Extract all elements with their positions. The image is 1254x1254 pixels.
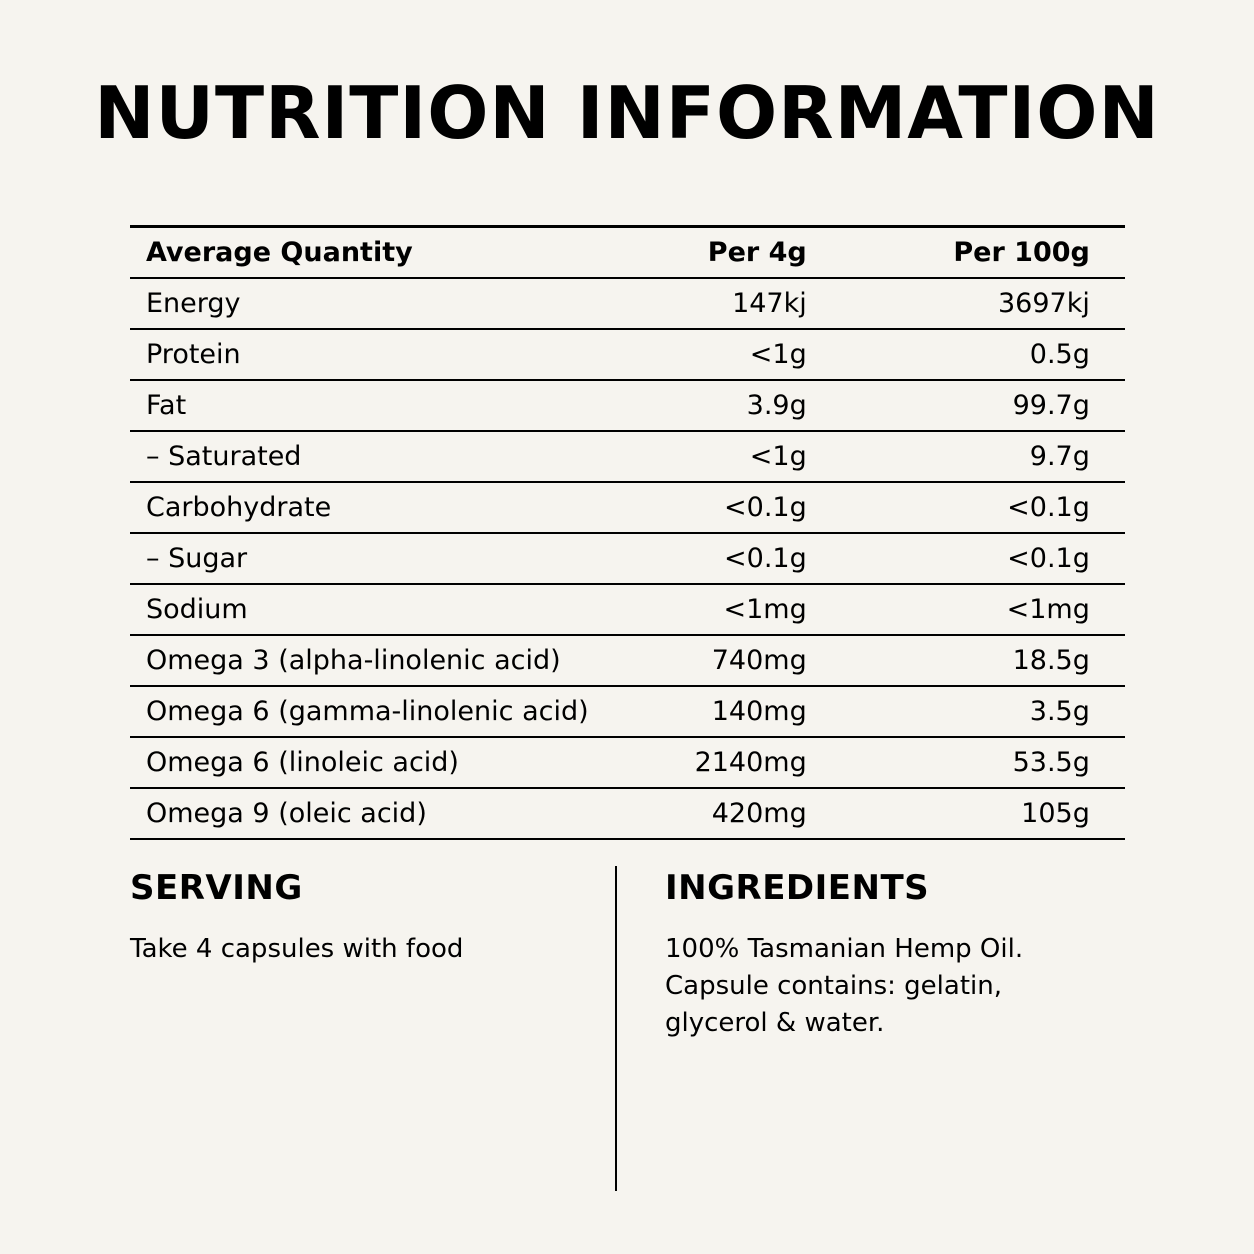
- header-per-100g: Per 100g: [806, 226, 1090, 279]
- ingredients-text: 100% Tasmanian Hemp Oil. Capsule contain…: [665, 931, 1125, 1042]
- nutrient-per-100g: 9.7g: [806, 431, 1090, 483]
- row-spacer: [1089, 278, 1125, 330]
- nutrient-name: Omega 3 (alpha-linolenic acid): [130, 635, 668, 687]
- table-row: Omega 6 (gamma-linolenic acid) 140mg 3.5…: [130, 686, 1125, 738]
- nutrient-per-100g: <0.1g: [806, 533, 1090, 585]
- nutrient-per-4g: 140mg: [667, 686, 807, 738]
- nutrient-per-100g: <1mg: [806, 584, 1090, 636]
- row-spacer: [1089, 431, 1125, 483]
- table-row: Sodium <1mg <1mg: [130, 584, 1125, 636]
- row-spacer: [1089, 380, 1125, 432]
- row-spacer: [1089, 788, 1125, 840]
- nutrient-per-4g: 420mg: [667, 788, 807, 840]
- nutrient-per-100g: 99.7g: [806, 380, 1090, 432]
- row-spacer: [1089, 737, 1125, 789]
- nutrient-per-100g: <0.1g: [806, 482, 1090, 534]
- nutrient-per-4g: <1g: [667, 329, 807, 381]
- table-row: Energy 147kj 3697kj: [130, 278, 1125, 330]
- row-spacer: [1089, 686, 1125, 738]
- ingredients-line: glycerol & water.: [665, 1008, 885, 1038]
- table-row: Fat 3.9g 99.7g: [130, 380, 1125, 432]
- table-row: Omega 9 (oleic acid) 420mg 105g: [130, 788, 1125, 840]
- table-row: Omega 3 (alpha-linolenic acid) 740mg 18.…: [130, 635, 1125, 687]
- nutrient-per-4g: 3.9g: [667, 380, 807, 432]
- table-row: Protein <1g 0.5g: [130, 329, 1125, 381]
- header-spacer: [1089, 226, 1125, 279]
- nutrient-per-4g: 2140mg: [667, 737, 807, 789]
- serving-heading: SERVING: [130, 868, 303, 908]
- nutrient-per-4g: <0.1g: [667, 533, 807, 585]
- nutrient-name: – Saturated: [130, 431, 668, 483]
- table-header-row: Average Quantity Per 4g Per 100g: [130, 226, 1125, 279]
- row-spacer: [1089, 584, 1125, 636]
- nutrient-name: Omega 9 (oleic acid): [130, 788, 668, 840]
- nutrient-name: Carbohydrate: [130, 482, 668, 534]
- ingredients-heading: INGREDIENTS: [665, 868, 930, 908]
- serving-text: Take 4 capsules with food: [130, 934, 464, 964]
- nutrition-table: Average Quantity Per 4g Per 100g Energy …: [130, 225, 1125, 840]
- table-row: Carbohydrate <0.1g <0.1g: [130, 482, 1125, 534]
- nutrient-name: – Sugar: [130, 533, 668, 585]
- nutrient-name: Energy: [130, 278, 668, 330]
- nutrient-name: Fat: [130, 380, 668, 432]
- section-divider: [615, 866, 617, 1191]
- row-spacer: [1089, 533, 1125, 585]
- nutrient-name: Protein: [130, 329, 668, 381]
- ingredients-line: Capsule contains: gelatin,: [665, 971, 1002, 1001]
- nutrient-per-4g: <1mg: [667, 584, 807, 636]
- nutrient-per-100g: 3697kj: [806, 278, 1090, 330]
- nutrient-per-4g: <0.1g: [667, 482, 807, 534]
- nutrient-per-4g: <1g: [667, 431, 807, 483]
- header-per-4g: Per 4g: [667, 226, 807, 279]
- row-spacer: [1089, 482, 1125, 534]
- page-title: NUTRITION INFORMATION: [94, 71, 1160, 155]
- row-spacer: [1089, 635, 1125, 687]
- nutrient-per-100g: 53.5g: [806, 737, 1090, 789]
- table-row: Omega 6 (linoleic acid) 2140mg 53.5g: [130, 737, 1125, 789]
- nutrient-name: Sodium: [130, 584, 668, 636]
- nutrient-per-100g: 18.5g: [806, 635, 1090, 687]
- nutrient-per-100g: 3.5g: [806, 686, 1090, 738]
- nutrient-per-100g: 0.5g: [806, 329, 1090, 381]
- nutrient-name: Omega 6 (linoleic acid): [130, 737, 668, 789]
- header-average-quantity: Average Quantity: [130, 226, 668, 279]
- ingredients-line: 100% Tasmanian Hemp Oil.: [665, 934, 1024, 964]
- table-row: – Sugar <0.1g <0.1g: [130, 533, 1125, 585]
- row-spacer: [1089, 329, 1125, 381]
- nutrient-per-4g: 740mg: [667, 635, 807, 687]
- table-row: – Saturated <1g 9.7g: [130, 431, 1125, 483]
- nutrient-per-100g: 105g: [806, 788, 1090, 840]
- nutrient-name: Omega 6 (gamma-linolenic acid): [130, 686, 668, 738]
- nutrient-per-4g: 147kj: [667, 278, 807, 330]
